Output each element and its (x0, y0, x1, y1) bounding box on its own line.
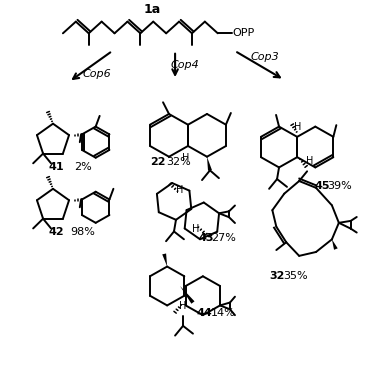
Text: 32%: 32% (166, 157, 191, 167)
Polygon shape (180, 286, 195, 304)
Polygon shape (207, 157, 212, 171)
Text: OPP: OPP (233, 28, 255, 38)
Text: 32: 32 (270, 272, 285, 282)
Text: H: H (176, 185, 184, 195)
Text: H: H (294, 122, 302, 132)
Polygon shape (332, 239, 338, 250)
Text: H: H (192, 223, 200, 233)
Text: 43: 43 (198, 232, 214, 243)
Text: 14%: 14% (210, 308, 235, 318)
Text: 2%: 2% (74, 162, 92, 172)
Text: Cop6: Cop6 (82, 69, 111, 79)
Text: 39%: 39% (327, 181, 352, 191)
Text: 41: 41 (48, 162, 64, 172)
Polygon shape (162, 253, 167, 266)
Text: H: H (306, 156, 313, 166)
Text: Cop4: Cop4 (170, 60, 200, 70)
Text: H: H (182, 153, 189, 163)
Text: 98%: 98% (70, 227, 95, 237)
Text: 42: 42 (48, 227, 64, 237)
Text: 22: 22 (150, 157, 166, 167)
Text: H: H (179, 302, 187, 312)
Text: 27%: 27% (211, 232, 236, 243)
Text: 45: 45 (314, 181, 330, 191)
Text: 1a: 1a (144, 3, 161, 16)
Text: 35%: 35% (283, 272, 307, 282)
Text: Cop3: Cop3 (250, 52, 279, 62)
Text: 44: 44 (197, 308, 213, 318)
